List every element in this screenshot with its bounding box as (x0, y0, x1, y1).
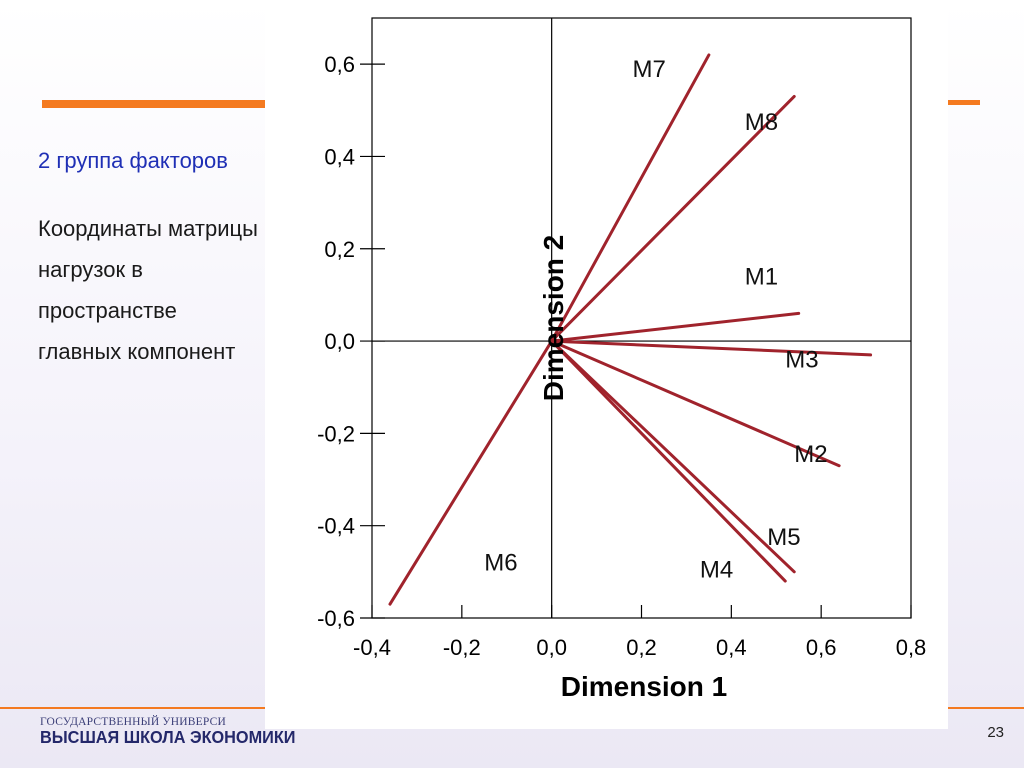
logo-line-bottom: ВЫСШАЯ ШКОЛА ЭКОНОМИКИ (40, 727, 296, 747)
accent-bar-top-right (946, 100, 980, 105)
vector-label-m8: M8 (745, 109, 778, 136)
logo-line-top: ГОСУДАРСТВЕННЫЙ УНИВЕРСИ (40, 716, 226, 728)
accent-bar-top-left (42, 100, 268, 108)
y-tick-label: 0,6 (324, 52, 355, 77)
y-tick-label: 0,0 (324, 329, 355, 354)
page-number: 23 (987, 724, 1004, 741)
x-tick-label: 0,2 (626, 635, 657, 660)
vector-m6 (388, 339, 554, 606)
vector-label-m2: M2 (794, 441, 827, 468)
x-tick-label: 0,0 (536, 635, 567, 660)
x-tick-label: 0,6 (806, 635, 837, 660)
vector-label-m3: M3 (785, 347, 818, 374)
vector-label-m4: M4 (700, 557, 733, 584)
y-axis-title: Dimension 2 (538, 235, 569, 401)
slide-text-block: 2 группа факторов Координаты матрицы наг… (38, 140, 263, 372)
y-tick-label: -0,2 (317, 421, 355, 446)
vector-m8 (550, 94, 796, 343)
plot-frame (371, 17, 912, 619)
vector-m5 (550, 339, 796, 574)
group-heading: 2 группа факторов (38, 148, 228, 173)
x-tick-label: 0,8 (896, 635, 927, 660)
slide-description: Координаты матрицы нагрузок в пространст… (38, 216, 258, 364)
y-tick-label: 0,4 (324, 144, 355, 169)
y-tick-label: -0,4 (317, 514, 355, 539)
university-logo: ГОСУДАРСТВЕННЫЙ УНИВЕРСИ ВЫСШАЯ ШКОЛА ЭК… (40, 716, 315, 748)
vector-m3 (550, 339, 873, 357)
y-tick-label: 0,2 (324, 237, 355, 262)
vector-label-m1: M1 (745, 263, 778, 290)
y-tick-label: -0,6 (317, 606, 355, 631)
x-tick-label: -0,2 (443, 635, 481, 660)
loading-plot: -0,4 -0,2 0,0 0,2 0,4 0,6 0,8 0,6 0,4 0,2 0,0 -0,2… (317, 17, 927, 702)
vector-m1 (550, 311, 801, 343)
x-axis-title: Dimension 1 (561, 671, 727, 702)
vector-label-m7: M7 (633, 56, 666, 83)
x-tick-label: -0,4 (353, 635, 391, 660)
vector-m7 (550, 53, 711, 343)
vector-m2 (550, 339, 841, 468)
vector-m4 (550, 339, 787, 583)
vector-label-m5: M5 (767, 524, 800, 551)
chart-panel: -0,4 -0,2 0,0 0,2 0,4 0,6 0,8 0,6 0,4 0,2 0,0 -0,2… (265, 0, 948, 729)
vector-label-m6: M6 (484, 550, 517, 577)
x-tick-label: 0,4 (716, 635, 747, 660)
